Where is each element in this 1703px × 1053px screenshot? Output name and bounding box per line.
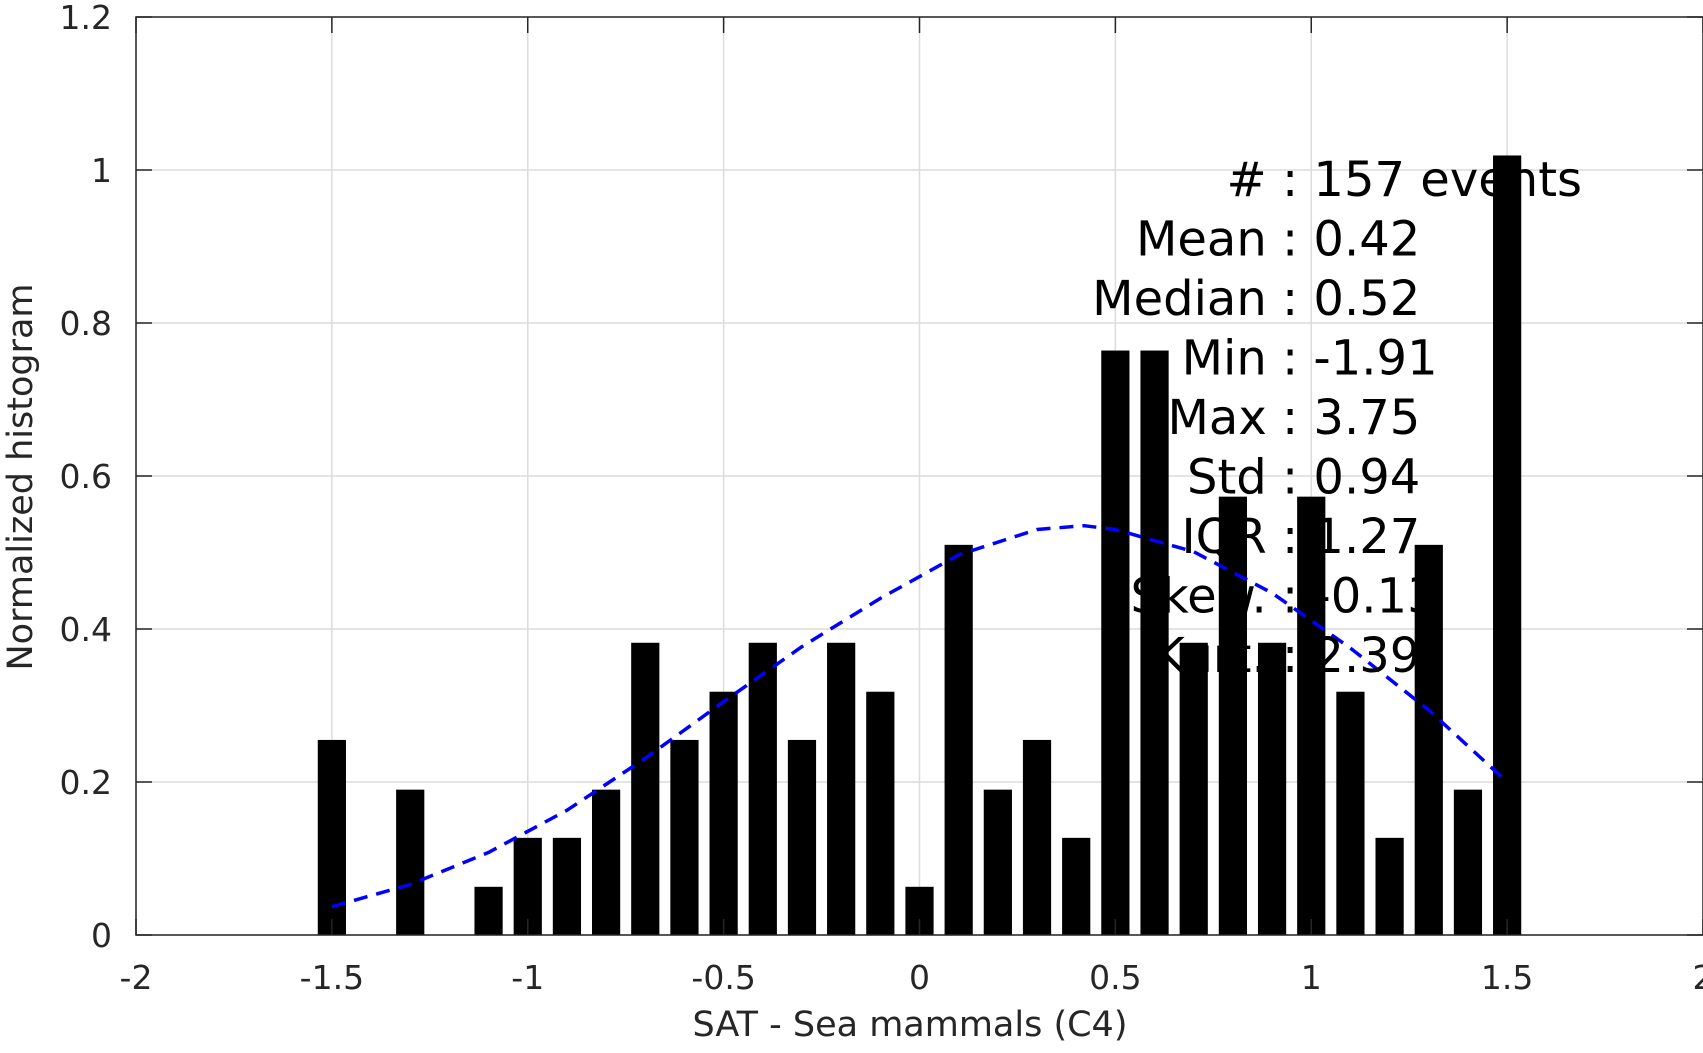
stats-line: Max : 3.75: [1168, 390, 1421, 446]
histogram-bar: [670, 739, 699, 935]
histogram-bar: [787, 739, 817, 935]
histogram-bar: [513, 837, 542, 935]
histogram-bar: [474, 886, 503, 935]
histogram-bar: [1022, 739, 1052, 935]
y-tick-label: 0.8: [60, 304, 112, 343]
x-tick-label: -2: [120, 958, 153, 997]
x-tick-label: 1: [1301, 958, 1322, 997]
y-tick-label: 1.2: [60, 0, 112, 37]
histogram-bar: [1179, 642, 1208, 935]
histogram-bar: [1336, 691, 1365, 935]
stats-line: # : 157 events: [1227, 152, 1583, 208]
histogram-bar: [1493, 155, 1522, 936]
stats-line: Std : 0.94: [1187, 450, 1420, 506]
histogram-bar: [866, 691, 895, 935]
histogram-bar: [396, 789, 425, 935]
y-tick-label: 0.4: [60, 610, 112, 649]
histogram-bar: [1218, 496, 1248, 935]
histogram-bar: [1101, 350, 1130, 935]
histogram-bar: [709, 691, 738, 935]
axis-ticks: -2 -1.5 -1 -0.5 0 0.5 1 1.5 2 0 0.2 0.4 0.6 0.8 1 1.2: [60, 0, 1703, 997]
histogram-bar: [591, 789, 621, 935]
stats-line: Skew. : -0.13: [1131, 569, 1438, 625]
x-axis-title: SAT - Sea mammals (C4): [693, 1005, 1128, 1045]
histogram-bar: [1414, 544, 1443, 935]
x-tick-label: -1: [511, 958, 544, 997]
x-tick-label: 1.5: [1481, 958, 1533, 997]
histogram-bar: [1375, 837, 1404, 935]
y-tick-label: 0.6: [60, 457, 112, 496]
y-tick-label: 0.2: [60, 763, 112, 802]
stats-line: Kurt. : 2.39: [1153, 628, 1420, 684]
x-tick-label: -0.5: [691, 958, 755, 997]
x-tick-label: 0.5: [1089, 958, 1141, 997]
stats-line: Median : 0.52: [1092, 271, 1420, 327]
histogram-bar: [748, 642, 777, 935]
fit-curve: [331, 523, 1509, 909]
y-axis-title: Normalized histogram: [1, 283, 41, 670]
stats-line: Mean : 0.42: [1136, 212, 1420, 268]
histogram-bar: [1453, 789, 1483, 935]
histogram-bars: [317, 155, 1522, 936]
stats-line: IQR : 1.27: [1181, 509, 1420, 565]
fit-curve-line: [331, 523, 1509, 909]
histogram-bar: [1257, 642, 1287, 935]
histogram-bar: [1297, 496, 1326, 935]
histogram-bar: [944, 544, 973, 935]
histogram-bar: [983, 789, 1012, 935]
x-tick-label: 0: [909, 958, 930, 997]
x-tick-label: -1.5: [300, 958, 364, 997]
histogram-bar: [552, 837, 582, 935]
y-tick-label: 1: [91, 151, 112, 190]
stats-line: Min : -1.91: [1182, 331, 1438, 387]
histogram-bar: [631, 642, 660, 935]
histogram-bar: [1140, 350, 1169, 935]
histogram-bar: [1062, 837, 1091, 935]
x-tick-label: 2: [1693, 958, 1703, 997]
y-tick-label: 0: [91, 916, 112, 955]
histogram-bar: [827, 642, 856, 935]
